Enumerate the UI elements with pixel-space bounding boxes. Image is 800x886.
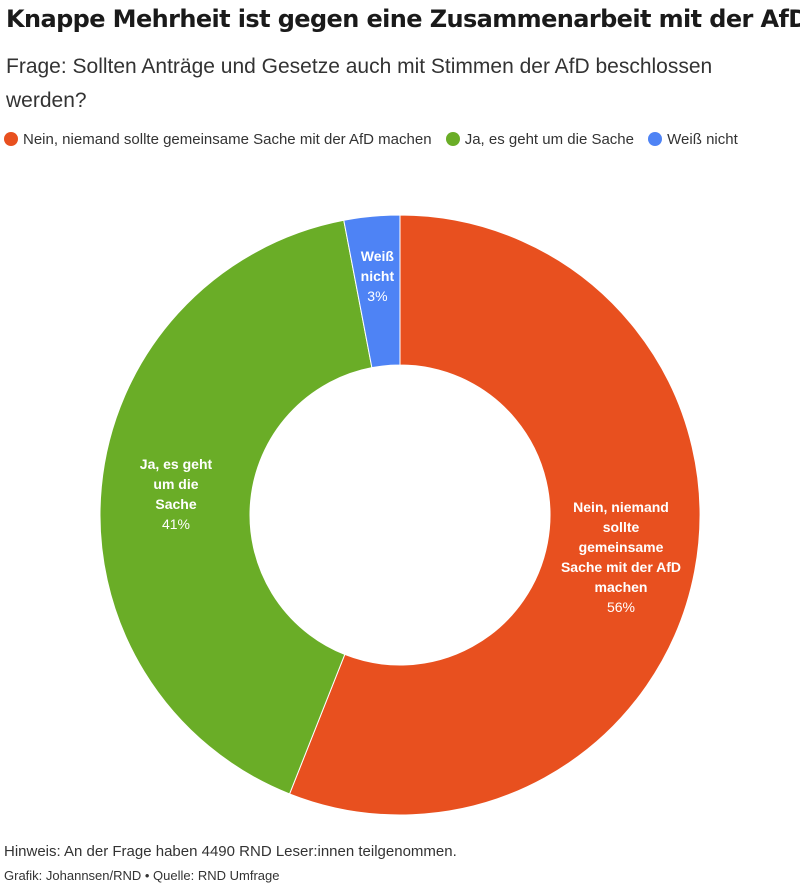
legend: Nein, niemand sollte gemeinsame Sache mi…: [4, 129, 794, 151]
legend-label-weiss-nicht: Weiß nicht: [667, 131, 738, 148]
donut-chart: Nein, niemand sollte gemeinsame Sache mit d…: [99, 214, 701, 816]
slice-label-line: Nein, niemand: [573, 499, 669, 515]
slice-label-line: nicht: [361, 268, 395, 284]
slice-value-ja: 41%: [162, 516, 190, 532]
legend-label-nein: Nein, niemand sollte gemeinsame Sache mi…: [23, 131, 432, 148]
legend-item-nein[interactable]: Nein, niemand sollte gemeinsame Sache mi…: [4, 131, 432, 148]
slice-value-nein: 56%: [607, 599, 635, 615]
slice-label-weiss-nicht: Weiß nicht 3%: [361, 248, 395, 304]
legend-marker-weiss-nicht: [648, 132, 663, 146]
chart-subtitle: Frage: Sollten Anträge und Gesetze auch …: [6, 55, 713, 112]
legend-item-weiss-nicht[interactable]: Weiß nicht: [648, 131, 738, 148]
legend-item-ja[interactable]: Ja, es geht um die Sache: [445, 131, 634, 148]
slice-label-nein: Nein, niemand sollte gemeinsame Sache mit d…: [561, 499, 681, 615]
slice-weiss-nicht[interactable]: [343, 214, 401, 369]
slice-label-line: machen: [595, 579, 648, 595]
legend-marker-ja: [445, 132, 460, 146]
slice-label-ja: Ja, es geht um die Sache 41%: [140, 456, 213, 532]
slice-value-weiss-nicht: 3%: [367, 288, 387, 304]
source-credit: Grafik: Johannsen/RND • Quelle: RND Umfr…: [4, 868, 280, 883]
legend-label-ja: Ja, es geht um die Sache: [464, 131, 634, 148]
footnote: Hinweis: An der Frage haben 4490 RND Les…: [4, 843, 457, 860]
slice-label-line: gemeinsame: [579, 539, 664, 555]
legend-marker-nein: [4, 132, 18, 146]
slice-label-line: Weiß: [361, 248, 395, 264]
slice-label-line: Sache: [155, 496, 196, 512]
slice-label-line: Ja, es geht: [140, 456, 213, 472]
slice-label-line: Sache mit der AfD: [561, 559, 681, 575]
slice-nein[interactable]: [288, 214, 701, 816]
slice-label-line: sollte: [603, 519, 640, 535]
chart-title: Knappe Mehrheit ist gegen eine Zusammena…: [6, 5, 800, 33]
slice-ja[interactable]: [99, 219, 373, 795]
slice-label-line: um die: [153, 476, 198, 492]
